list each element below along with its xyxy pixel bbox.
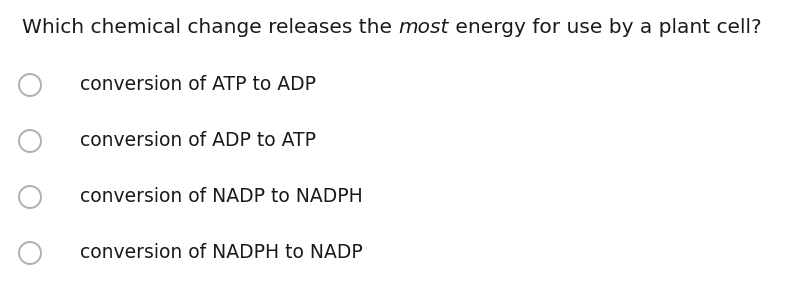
Circle shape — [19, 242, 41, 264]
Text: Which chemical change releases the: Which chemical change releases the — [22, 18, 398, 37]
Circle shape — [19, 130, 41, 152]
Text: conversion of ADP to ATP: conversion of ADP to ATP — [80, 131, 316, 150]
Text: energy for use by a plant cell?: energy for use by a plant cell? — [449, 18, 762, 37]
Circle shape — [19, 74, 41, 96]
Text: conversion of NADPH to NADP: conversion of NADPH to NADP — [80, 243, 362, 262]
Text: conversion of NADP to NADPH: conversion of NADP to NADPH — [80, 188, 362, 207]
Text: most: most — [398, 18, 449, 37]
Text: conversion of ATP to ADP: conversion of ATP to ADP — [80, 76, 316, 95]
Circle shape — [19, 186, 41, 208]
